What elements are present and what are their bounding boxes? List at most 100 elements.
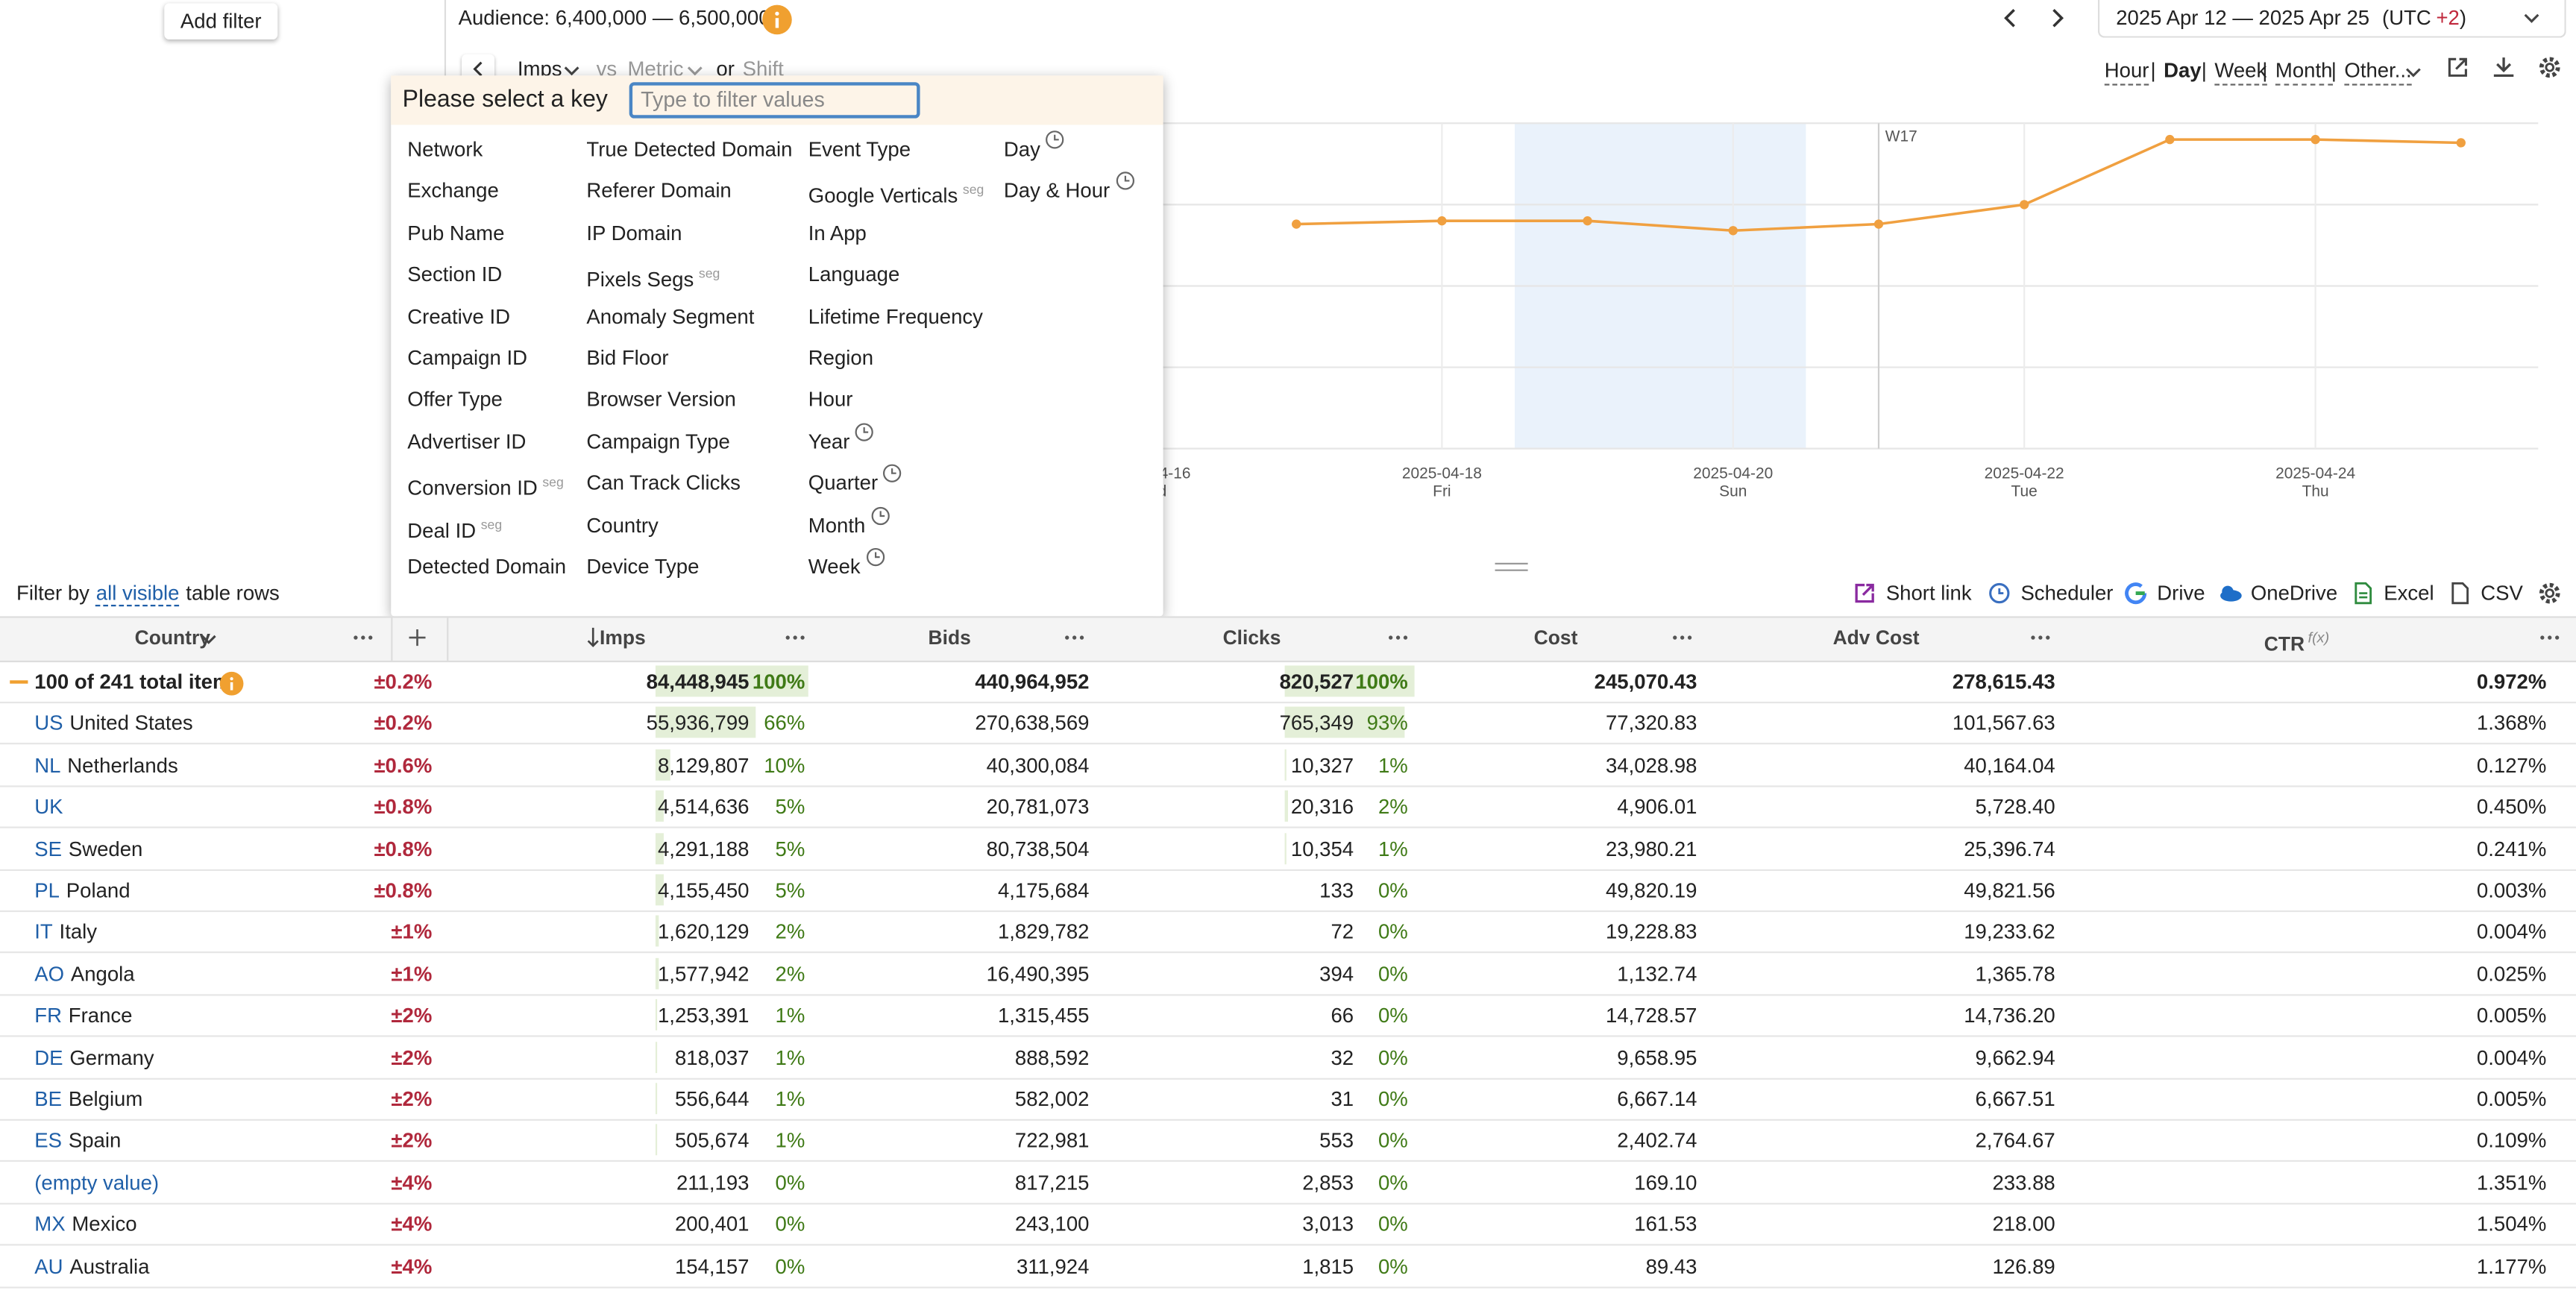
cell: 278,615.43 (1952, 670, 2055, 694)
key-option[interactable]: Referer Domain (586, 180, 732, 203)
country-name: Spain (68, 1129, 122, 1153)
key-option[interactable]: Advertiser ID (407, 430, 527, 453)
country-code: FR (34, 1004, 62, 1028)
column-header[interactable]: Adv Cost (1832, 626, 1920, 649)
key-option[interactable]: Section ID (407, 263, 503, 286)
time-icon (1115, 172, 1134, 191)
country-cell[interactable]: UK (34, 794, 69, 820)
granularity-option[interactable]: Other... (2344, 57, 2412, 86)
column-header[interactable]: Clicks (1222, 626, 1281, 649)
key-option[interactable]: Day & Hour (1003, 180, 1110, 203)
key-option[interactable]: Browser Version (586, 388, 736, 412)
key-option[interactable]: Day (1003, 138, 1040, 161)
filter-link[interactable]: all visible (95, 582, 180, 607)
key-option[interactable]: Campaign ID (407, 347, 527, 370)
country-cell[interactable]: DE Germany (34, 1045, 154, 1071)
cell: 0.003% (2476, 879, 2547, 902)
date-range[interactable]: 2025 Apr 12 — 2025 Apr 25 (2116, 6, 2370, 30)
country-cell[interactable]: BE Belgium (34, 1086, 142, 1113)
cell: 4,906.01 (1617, 796, 1697, 819)
seg-tag: seg (962, 183, 984, 198)
export-option[interactable]: Short link (1885, 582, 1972, 605)
granularity-option[interactable]: Week (2214, 57, 2267, 86)
cell: 820,527 (1279, 670, 1354, 694)
filter-input[interactable]: Type to filter values (629, 82, 920, 119)
country-cell[interactable]: US United States (34, 711, 192, 737)
export-option[interactable]: Scheduler (2020, 582, 2114, 605)
key-option[interactable]: Lifetime Frequency (808, 305, 983, 328)
key-option[interactable]: Exchange (407, 180, 499, 203)
key-option[interactable]: Creative ID (407, 305, 511, 328)
key-option[interactable]: Bid Floor (586, 347, 669, 370)
key-option[interactable]: Week (808, 555, 861, 579)
column-menu (785, 635, 805, 640)
key-option[interactable]: Detected Domain (407, 555, 567, 579)
key-option[interactable]: Campaign Type (586, 430, 730, 453)
column-header[interactable]: Bids (928, 626, 971, 649)
key-option[interactable]: Google Verticals seg (808, 183, 984, 208)
export-option[interactable]: Excel (2384, 582, 2434, 605)
key-option[interactable]: Deal ID seg (407, 517, 503, 542)
key-option[interactable]: In App (808, 221, 867, 245)
country-cell[interactable]: IT Italy (34, 919, 97, 946)
export-icon (2451, 582, 2469, 605)
cell: 1,132.74 (1617, 962, 1697, 986)
export-option[interactable]: OneDrive (2250, 582, 2338, 605)
cell: 218.00 (1992, 1212, 2055, 1236)
cell: 211,193 (676, 1171, 750, 1195)
key-option[interactable]: Conversion ID seg (407, 475, 564, 500)
key-option[interactable]: Year (808, 430, 850, 453)
key-option[interactable]: Pixels Segs seg (586, 266, 720, 292)
row-line (0, 910, 2576, 913)
cell: 19,228.83 (1605, 920, 1697, 944)
back-chevron (473, 61, 483, 77)
cell: 1% (1377, 754, 1408, 777)
country-cell[interactable]: MX Mexico (34, 1212, 136, 1238)
cell: 0% (1377, 879, 1408, 902)
country-cell[interactable]: NL Netherlands (34, 752, 178, 778)
column-header[interactable]: Imps (599, 626, 646, 649)
key-option[interactable]: Event Type (808, 138, 911, 161)
country-cell[interactable]: (empty value) (34, 1170, 166, 1196)
export-option[interactable]: Drive (2157, 582, 2205, 605)
column-header[interactable]: Country (134, 626, 210, 649)
cell: 8,129,807 (657, 754, 750, 777)
x-tick-day: Thu (2302, 483, 2329, 500)
granularity-option[interactable]: Month (2275, 57, 2333, 86)
add-filter-button[interactable]: Add filter (164, 3, 278, 40)
row-line (0, 702, 2576, 704)
download (2493, 57, 2514, 78)
key-option[interactable]: Month (808, 513, 866, 537)
country-cell[interactable]: SE Sweden (34, 836, 142, 862)
cell: 200,401 (674, 1212, 750, 1236)
key-option[interactable]: Can Track Clicks (586, 471, 741, 495)
granularity-option[interactable]: Day (2164, 59, 2202, 83)
key-option[interactable]: IP Domain (586, 221, 682, 245)
country-cell[interactable]: ES Spain (34, 1128, 121, 1154)
column-header[interactable]: CTR f(x) (2264, 629, 2330, 656)
country-cell[interactable]: AO Angola (34, 961, 134, 987)
key-option[interactable]: Pub Name (407, 221, 505, 245)
key-option[interactable]: Quarter (808, 471, 879, 495)
key-option[interactable]: Language (808, 263, 900, 286)
country-cell[interactable]: AU Australia (34, 1253, 149, 1280)
key-option[interactable]: Anomaly Segment (586, 305, 755, 328)
country-cell[interactable]: PL Poland (34, 878, 130, 904)
country-cell[interactable]: FR France (34, 1003, 132, 1029)
timezone-part: (UTC (2382, 6, 2431, 30)
key-option[interactable]: Offer Type (407, 388, 503, 412)
column-menu (2031, 635, 2050, 640)
column-header[interactable]: Cost (1533, 626, 1578, 649)
granularity-option[interactable]: Hour (2104, 57, 2149, 86)
export-option[interactable]: CSV (2481, 582, 2523, 605)
row-line (0, 868, 2576, 871)
compare-caret (687, 66, 703, 76)
key-option[interactable]: Region (808, 347, 874, 370)
key-option[interactable]: Country (586, 513, 659, 537)
cell: 311,924 (1016, 1254, 1090, 1278)
key-option[interactable]: Network (407, 138, 483, 161)
key-option[interactable]: True Detected Domain (586, 138, 793, 161)
cell: ±1% (391, 920, 433, 944)
key-option[interactable]: Device Type (586, 555, 700, 579)
key-option[interactable]: Hour (808, 388, 853, 412)
